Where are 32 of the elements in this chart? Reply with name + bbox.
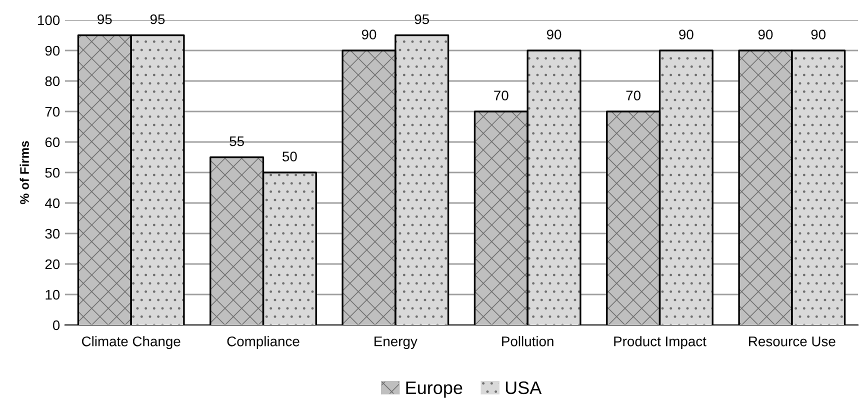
legend-label: USA <box>506 381 542 394</box>
y-tick-label: 90 <box>45 46 60 56</box>
y-axis-title: % of Firms <box>20 141 29 204</box>
y-tick-label: 40 <box>45 198 60 208</box>
data-label: 55 <box>230 136 244 146</box>
data-label: 90 <box>362 30 376 40</box>
data-label: 70 <box>626 90 640 100</box>
y-tick-label: 70 <box>45 106 60 117</box>
y-tick-label: 50 <box>45 168 60 178</box>
x-tick-label: Pollution <box>502 336 554 346</box>
x-tick-label: Compliance <box>227 336 300 350</box>
data-label: 90 <box>546 30 562 40</box>
x-tick-label: Energy <box>374 336 418 350</box>
x-tick-label: Resource Use <box>749 336 836 346</box>
data-label: 95 <box>98 14 112 24</box>
y-tick-label: 10 <box>46 290 60 300</box>
y-tick-label: 80 <box>45 76 60 86</box>
data-label: 90 <box>811 30 826 40</box>
data-label: 70 <box>494 90 508 100</box>
legend-label: Europe <box>406 382 462 398</box>
y-tick-label: 100 <box>38 15 60 26</box>
x-tick-label: Product Impact <box>614 336 706 350</box>
y-tick-label: 0 <box>52 320 60 330</box>
data-label: 50 <box>282 152 297 162</box>
y-tick-label: 60 <box>45 137 60 148</box>
y-tick-label: 30 <box>45 228 60 239</box>
y-tick-label: 20 <box>45 259 60 270</box>
data-label: 95 <box>414 14 429 24</box>
data-label: 95 <box>150 14 165 24</box>
data-label: 90 <box>679 30 694 40</box>
data-label: 90 <box>758 30 773 40</box>
x-tick-label: Climate Change <box>82 336 180 350</box>
